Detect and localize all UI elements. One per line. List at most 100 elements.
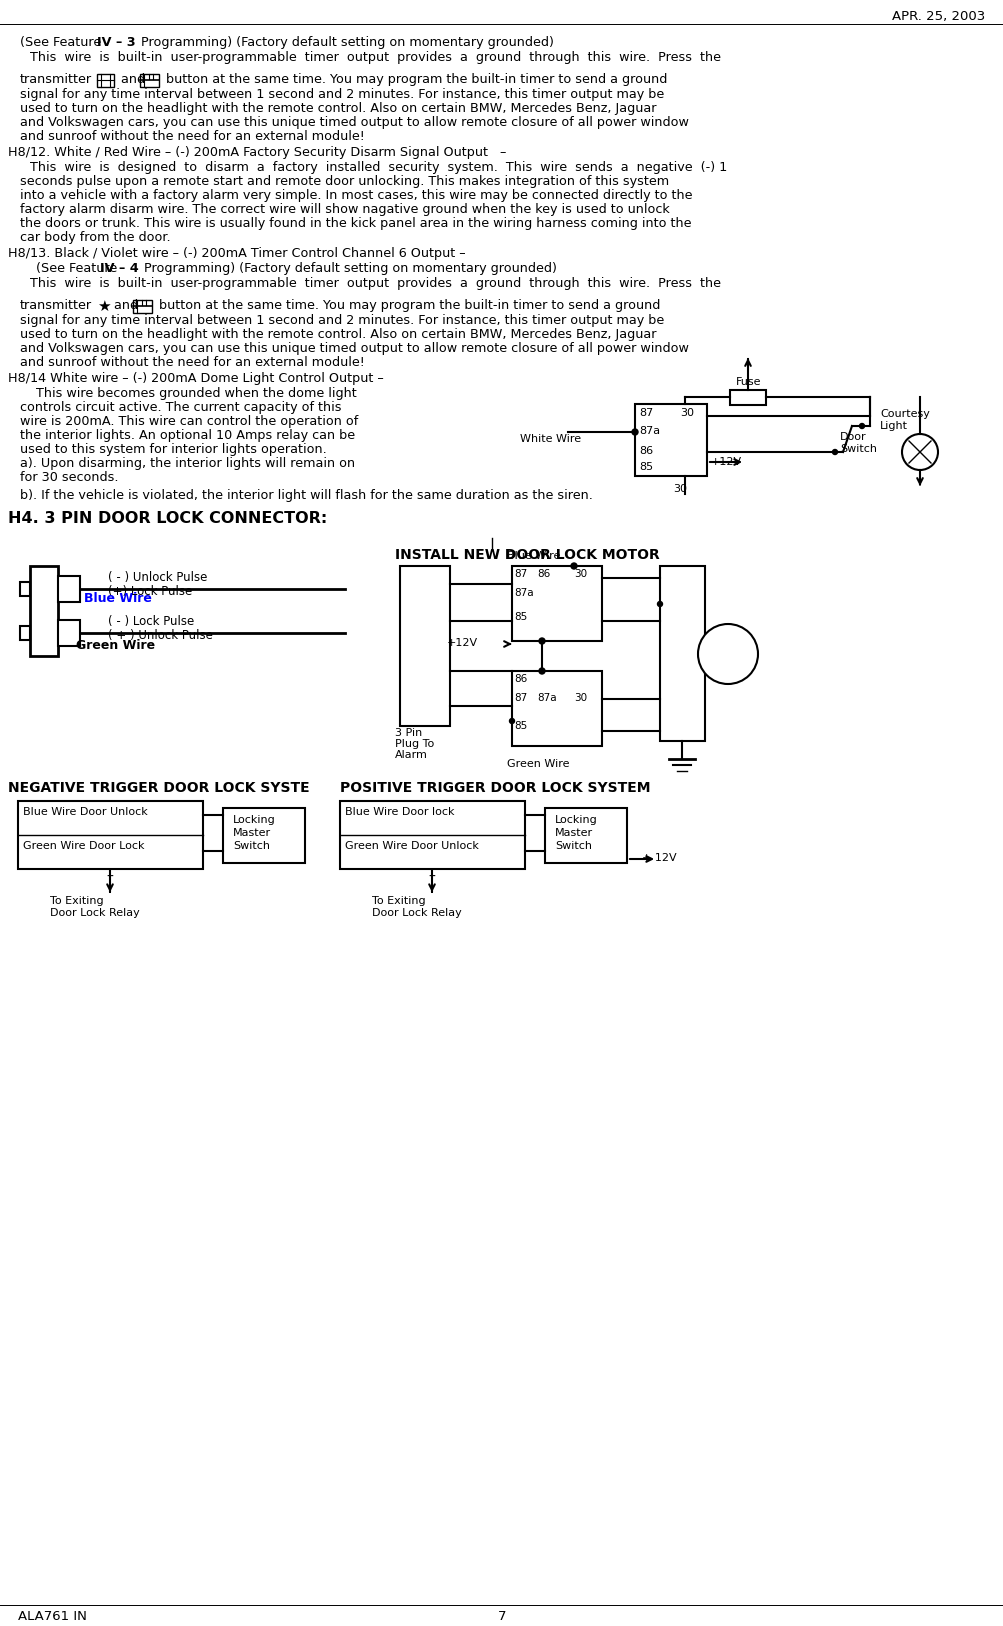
Bar xyxy=(97,75,114,88)
Bar xyxy=(512,672,602,746)
Text: transmitter: transmitter xyxy=(20,73,92,86)
Text: Alarm: Alarm xyxy=(394,750,427,759)
Text: –: – xyxy=(106,870,113,885)
Text: Locking: Locking xyxy=(233,815,276,824)
Text: 3 Pin: 3 Pin xyxy=(394,728,422,738)
Text: 87a: 87a xyxy=(638,426,659,436)
Text: 87: 87 xyxy=(638,408,653,418)
Text: Green Wire: Green Wire xyxy=(507,759,569,769)
Text: button at the same time. You may program the built-in timer to send a ground: button at the same time. You may program… xyxy=(161,73,667,86)
Text: Green Wire: Green Wire xyxy=(76,639,155,652)
Text: H8/13. Black / Violet wire – (-) 200mA Timer Control Channel 6 Output –: H8/13. Black / Violet wire – (-) 200mA T… xyxy=(8,247,465,260)
Text: This  wire  is  designed  to  disarm  a  factory  installed  security  system.  : This wire is designed to disarm a factor… xyxy=(30,161,726,174)
Bar xyxy=(20,626,30,641)
Text: car body from the door.: car body from the door. xyxy=(20,231,171,244)
Text: IV – 3: IV – 3 xyxy=(97,36,135,49)
Text: –: – xyxy=(428,870,435,885)
Text: Switch: Switch xyxy=(233,841,270,850)
Text: 30: 30 xyxy=(679,408,693,418)
Bar xyxy=(340,802,525,868)
Text: 86: 86 xyxy=(514,675,527,685)
Text: 86: 86 xyxy=(537,569,550,579)
Text: POSITIVE TRIGGER DOOR LOCK SYSTEM: POSITIVE TRIGGER DOOR LOCK SYSTEM xyxy=(340,780,650,795)
Text: and sunroof without the need for an external module!: and sunroof without the need for an exte… xyxy=(20,356,364,369)
Text: and Volkswagen cars, you can use this unique timed output to allow remote closur: and Volkswagen cars, you can use this un… xyxy=(20,341,688,354)
Text: ( - ) Lock Pulse: ( - ) Lock Pulse xyxy=(108,615,194,628)
Circle shape xyxy=(901,434,937,470)
Text: and sunroof without the need for an external module!: and sunroof without the need for an exte… xyxy=(20,130,364,143)
Text: 87a: 87a xyxy=(537,693,556,702)
Bar xyxy=(729,390,765,405)
Text: APR. 25, 2003: APR. 25, 2003 xyxy=(891,10,984,23)
Text: used to turn on the headlight with the remote control. Also on certain BMW, Merc: used to turn on the headlight with the r… xyxy=(20,328,656,341)
Text: 87: 87 xyxy=(514,693,527,702)
Text: 87a: 87a xyxy=(514,589,533,598)
Bar xyxy=(659,566,704,741)
Text: 85: 85 xyxy=(514,611,527,623)
Circle shape xyxy=(697,624,757,685)
Text: signal for any time interval between 1 second and 2 minutes. For instance, this : signal for any time interval between 1 s… xyxy=(20,88,664,101)
Text: the interior lights. An optional 10 Amps relay can be: the interior lights. An optional 10 Amps… xyxy=(20,429,355,442)
Text: White Wire: White Wire xyxy=(520,434,581,444)
Bar xyxy=(545,808,627,863)
Text: into a vehicle with a factory alarm very simple. In most cases, this wire may be: into a vehicle with a factory alarm very… xyxy=(20,189,692,202)
Text: Door Lock Relay: Door Lock Relay xyxy=(50,907,139,919)
Text: 7: 7 xyxy=(497,1610,506,1623)
Text: IV – 4: IV – 4 xyxy=(100,262,138,275)
Text: Programming) (Factory default setting on momentary grounded): Programming) (Factory default setting on… xyxy=(136,36,554,49)
Bar xyxy=(223,808,305,863)
Text: Blue Wire Door lock: Blue Wire Door lock xyxy=(345,806,454,816)
Text: Green Wire Door Lock: Green Wire Door Lock xyxy=(23,841,144,850)
Text: Courtesy: Courtesy xyxy=(879,410,929,420)
Text: (See Feature: (See Feature xyxy=(20,36,105,49)
Text: This  wire  is  built-in  user-programmable  timer  output  provides  a  ground : This wire is built-in user-programmable … xyxy=(30,276,720,289)
Text: H8/12. White / Red Wire – (-) 200mA Factory Security Disarm Signal Output   –: H8/12. White / Red Wire – (-) 200mA Fact… xyxy=(8,146,506,159)
Text: signal for any time interval between 1 second and 2 minutes. For instance, this : signal for any time interval between 1 s… xyxy=(20,314,664,327)
Text: transmitter: transmitter xyxy=(20,299,92,312)
Text: a). Upon disarming, the interior lights will remain on: a). Upon disarming, the interior lights … xyxy=(20,457,355,470)
Text: H8/14 White wire – (-) 200mA Dome Light Control Output –: H8/14 White wire – (-) 200mA Dome Light … xyxy=(8,372,383,385)
Text: 86: 86 xyxy=(638,446,653,455)
Text: ★: ★ xyxy=(97,299,110,314)
Text: +12V: +12V xyxy=(710,457,741,467)
Text: Door Lock Relay: Door Lock Relay xyxy=(372,907,461,919)
Text: 85: 85 xyxy=(638,462,653,472)
Bar xyxy=(634,403,706,476)
Text: To Exiting: To Exiting xyxy=(50,896,103,906)
Text: Light: Light xyxy=(879,421,907,431)
Text: 30: 30 xyxy=(574,693,587,702)
Bar xyxy=(20,582,30,597)
Text: To Exiting: To Exiting xyxy=(372,896,425,906)
Text: (+) Lock Pulse: (+) Lock Pulse xyxy=(108,585,192,598)
Circle shape xyxy=(657,602,662,606)
Bar xyxy=(30,566,58,655)
Text: and: and xyxy=(110,299,142,312)
Circle shape xyxy=(539,668,545,675)
Text: 30: 30 xyxy=(672,485,686,494)
Text: Blue Wire: Blue Wire xyxy=(507,551,560,561)
Text: button at the same time. You may program the built-in timer to send a ground: button at the same time. You may program… xyxy=(154,299,660,312)
Text: Master: Master xyxy=(555,828,593,837)
Text: +12V: +12V xyxy=(446,637,477,649)
Text: used to this system for interior lights operation.: used to this system for interior lights … xyxy=(20,442,326,455)
Text: factory alarm disarm wire. The correct wire will show nagative ground when the k: factory alarm disarm wire. The correct w… xyxy=(20,203,669,216)
Bar xyxy=(58,620,80,646)
Text: Plug To: Plug To xyxy=(394,738,434,750)
Circle shape xyxy=(571,563,577,569)
Bar xyxy=(139,75,158,88)
Text: NEGATIVE TRIGGER DOOR LOCK SYSTE: NEGATIVE TRIGGER DOOR LOCK SYSTE xyxy=(8,780,309,795)
Text: This wire becomes grounded when the dome light: This wire becomes grounded when the dome… xyxy=(20,387,356,400)
Text: Green Wire Door Unlock: Green Wire Door Unlock xyxy=(345,841,478,850)
Text: Switch: Switch xyxy=(840,444,877,454)
Text: the doors or trunk. This wire is usually found in the kick panel area in the wir: the doors or trunk. This wire is usually… xyxy=(20,216,691,229)
Circle shape xyxy=(631,429,637,436)
Text: seconds pulse upon a remote start and remote door unlocking. This makes integrat: seconds pulse upon a remote start and re… xyxy=(20,176,668,189)
Bar xyxy=(512,566,602,641)
Text: for 30 seconds.: for 30 seconds. xyxy=(20,472,118,485)
Bar xyxy=(18,802,203,868)
Circle shape xyxy=(509,719,514,724)
Text: Blue Wire: Blue Wire xyxy=(84,592,151,605)
Text: and: and xyxy=(117,73,149,86)
Circle shape xyxy=(539,637,545,644)
Text: 87: 87 xyxy=(514,569,527,579)
